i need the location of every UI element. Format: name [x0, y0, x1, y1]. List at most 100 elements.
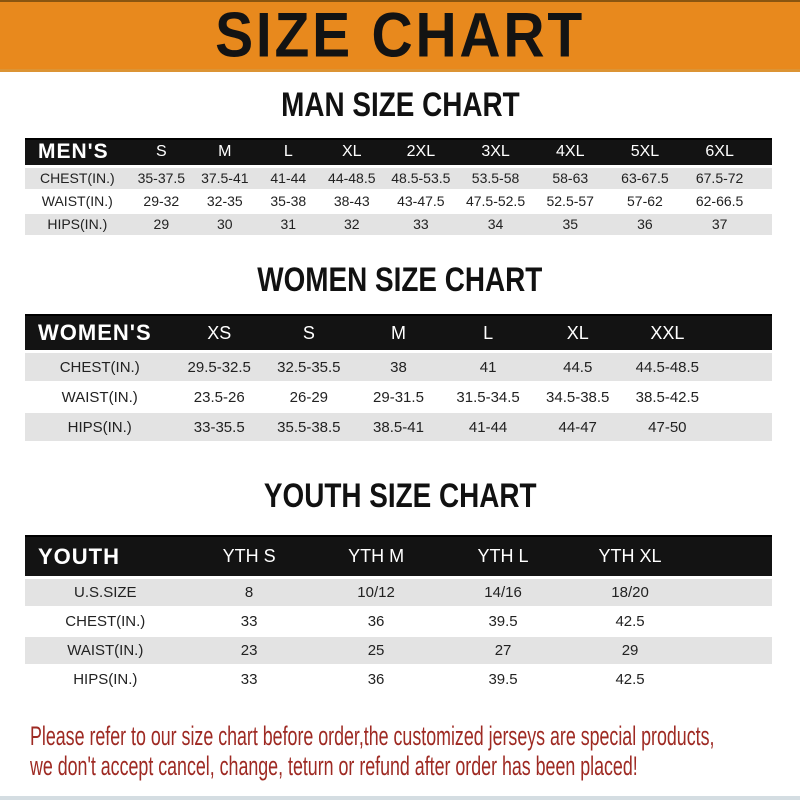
- value-cell: 41-44: [443, 413, 533, 444]
- value-cell: 8: [185, 579, 313, 609]
- disclaimer-note: Please refer to our size chart before or…: [0, 721, 800, 781]
- value-cell: 10/12: [312, 579, 440, 609]
- filler-cell: [693, 666, 772, 696]
- value-cell: 34: [458, 213, 533, 237]
- value-cell: 42.5: [566, 608, 694, 638]
- value-cell: 25: [312, 637, 440, 667]
- value-cell: 67.5-72: [682, 167, 757, 191]
- value-cell: 47.5-52.5: [458, 190, 533, 214]
- bottom-edge-strip: [0, 796, 800, 800]
- row-label-cell: HIPS(IN.): [25, 666, 186, 696]
- value-cell: 38.5-42.5: [622, 383, 713, 414]
- disclaimer-line-1: Please refer to our size chart before or…: [30, 721, 715, 752]
- value-cell: 33: [185, 666, 313, 696]
- table-row: CHEST(IN.) 33 36 39.5 42.5: [25, 608, 772, 638]
- disclaimer-line-2: we don't accept cancel, change, teturn o…: [30, 751, 638, 782]
- row-label-cell: CHEST(IN.): [25, 608, 186, 638]
- value-cell: 41: [443, 353, 533, 384]
- value-cell: 44.5-48.5: [622, 353, 713, 384]
- women-section-heading: WOMEN SIZE CHART: [0, 262, 800, 299]
- column-header-cell: 2XL: [383, 137, 459, 168]
- filler-cell: [712, 383, 772, 414]
- table-row: CHEST(IN.) 35-37.5 37.5-41 41-44 44-48.5…: [25, 167, 772, 191]
- man-heading-text: MAN SIZE CHART: [280, 86, 520, 124]
- value-cell: 26-29: [264, 383, 354, 414]
- value-cell: 57-62: [607, 190, 683, 214]
- man-section-heading: MAN SIZE CHART: [0, 86, 800, 124]
- banner: SIZE CHART: [0, 0, 800, 72]
- table-row: WAIST(IN.) 29-32 32-35 35-38 38-43 43-47…: [25, 190, 772, 214]
- value-cell: 23.5-26: [174, 383, 265, 414]
- value-cell: 34.5-38.5: [532, 383, 623, 414]
- row-label-cell: HIPS(IN.): [25, 213, 130, 237]
- value-cell: 29.5-32.5: [174, 353, 265, 384]
- filler-cell: [756, 137, 772, 168]
- value-cell: 58-63: [532, 167, 608, 191]
- women-band-label: WOMEN'S: [25, 314, 175, 354]
- filler-cell: [712, 413, 772, 444]
- value-cell: 32: [320, 213, 384, 237]
- table-row: HIPS(IN.) 33-35.5 35.5-38.5 38.5-41 41-4…: [25, 413, 772, 444]
- row-label-cell: CHEST(IN.): [25, 167, 130, 191]
- men-header-row: MEN'S S M L XL 2XL 3XL 4XL 5XL 6XL: [25, 137, 772, 168]
- value-cell: 33-35.5: [174, 413, 265, 444]
- filler-cell: [712, 314, 772, 354]
- value-cell: 44.5: [532, 353, 623, 384]
- row-label-cell: WAIST(IN.): [25, 190, 130, 214]
- row-label-cell: WAIST(IN.): [25, 383, 175, 414]
- value-cell: 48.5-53.5: [383, 167, 459, 191]
- youth-size-table: YOUTH YTH S YTH M YTH L YTH XL U.S.SIZE …: [25, 535, 772, 696]
- column-header-cell: XL: [320, 137, 384, 168]
- filler-cell: [693, 608, 772, 638]
- column-header-cell: S: [264, 314, 354, 354]
- row-label-cell: CHEST(IN.): [25, 353, 175, 384]
- filler-cell: [693, 535, 772, 580]
- value-cell: 62-66.5: [682, 190, 757, 214]
- table-row: HIPS(IN.) 29 30 31 32 33 34 35 36 37: [25, 213, 772, 237]
- value-cell: 29-32: [129, 190, 194, 214]
- value-cell: 29: [129, 213, 194, 237]
- youth-header-row: YOUTH YTH S YTH M YTH L YTH XL: [25, 535, 772, 580]
- column-header-cell: YTH L: [439, 535, 567, 580]
- value-cell: 35: [532, 213, 608, 237]
- women-header-row: WOMEN'S XS S M L XL XXL: [25, 314, 772, 354]
- column-header-cell: XS: [174, 314, 265, 354]
- column-header-cell: YTH XL: [566, 535, 694, 580]
- value-cell: 37.5-41: [193, 167, 257, 191]
- row-label-cell: U.S.SIZE: [25, 579, 186, 609]
- value-cell: 37: [682, 213, 757, 237]
- value-cell: 38.5-41: [353, 413, 444, 444]
- value-cell: 14/16: [439, 579, 567, 609]
- value-cell: 29: [566, 637, 694, 667]
- value-cell: 53.5-58: [458, 167, 533, 191]
- value-cell: 39.5: [439, 666, 567, 696]
- value-cell: 30: [193, 213, 257, 237]
- value-cell: 36: [312, 608, 440, 638]
- column-header-cell: 4XL: [532, 137, 608, 168]
- column-header-cell: 5XL: [607, 137, 683, 168]
- value-cell: 47-50: [622, 413, 713, 444]
- column-header-cell: L: [256, 137, 321, 168]
- column-header-cell: 6XL: [682, 137, 757, 168]
- youth-heading-text: YOUTH SIZE CHART: [263, 477, 537, 516]
- men-band-label: MEN'S: [25, 137, 130, 168]
- column-header-cell: YTH M: [312, 535, 440, 580]
- value-cell: 18/20: [566, 579, 694, 609]
- value-cell: 31: [256, 213, 321, 237]
- value-cell: 29-31.5: [353, 383, 444, 414]
- value-cell: 33: [185, 608, 313, 638]
- filler-cell: [693, 637, 772, 667]
- value-cell: 31.5-34.5: [443, 383, 533, 414]
- women-size-table: WOMEN'S XS S M L XL XXL CHEST(IN.) 29.5-…: [25, 314, 772, 444]
- value-cell: 35-37.5: [129, 167, 194, 191]
- value-cell: 32.5-35.5: [264, 353, 354, 384]
- value-cell: 44-48.5: [320, 167, 384, 191]
- value-cell: 38: [353, 353, 444, 384]
- youth-section-heading: YOUTH SIZE CHART: [0, 479, 800, 515]
- filler-cell: [756, 213, 772, 237]
- column-header-cell: XL: [532, 314, 623, 354]
- value-cell: 27: [439, 637, 567, 667]
- value-cell: 41-44: [256, 167, 321, 191]
- value-cell: 44-47: [532, 413, 623, 444]
